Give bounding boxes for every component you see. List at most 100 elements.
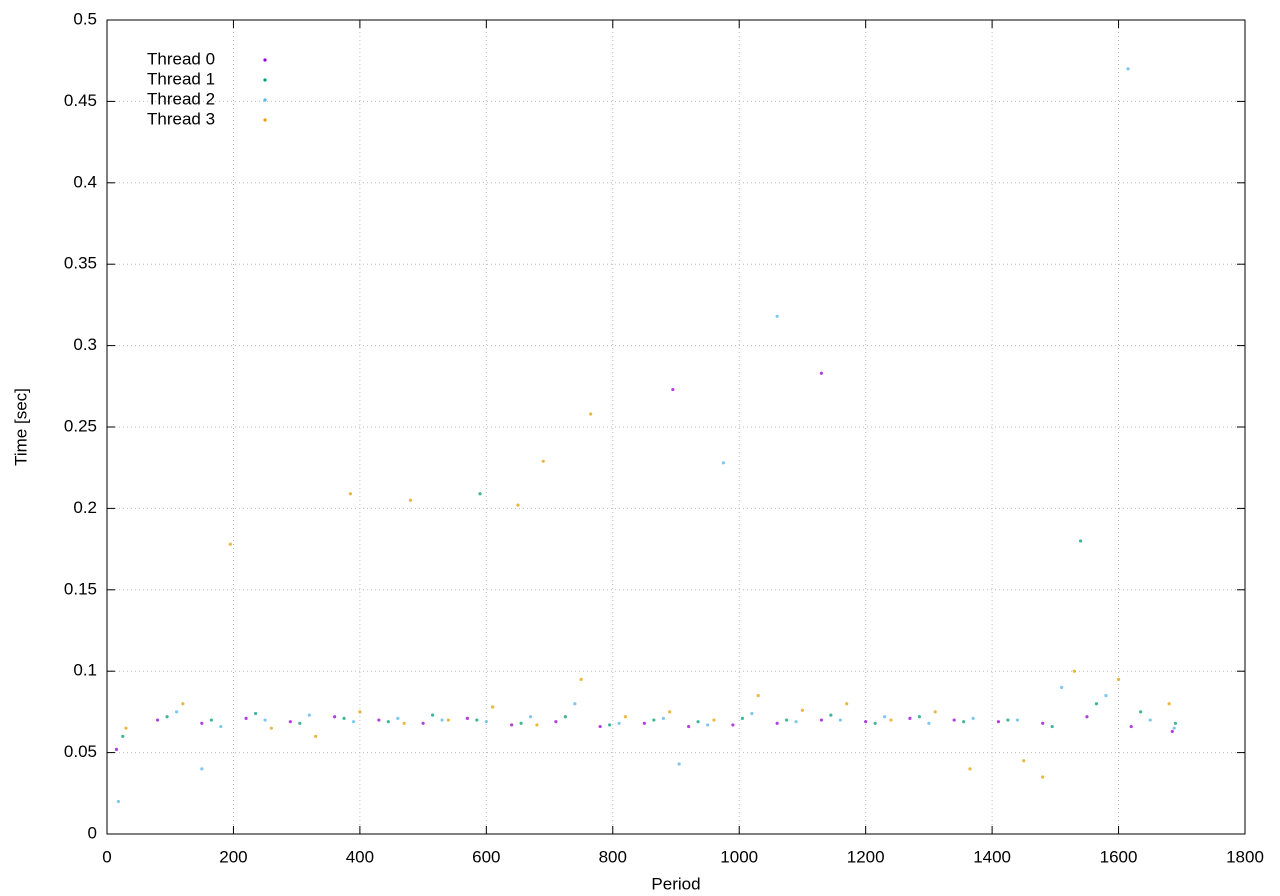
y-tick-label: 0.5: [73, 9, 97, 28]
point: [1172, 726, 1176, 730]
point: [1006, 718, 1010, 722]
point: [219, 724, 223, 729]
point: [775, 721, 779, 725]
x-tick-label: 1400: [973, 847, 1011, 866]
x-tick-label: 200: [219, 847, 247, 866]
point: [298, 721, 302, 725]
point: [307, 713, 311, 717]
point: [253, 711, 258, 716]
point: [589, 412, 593, 416]
point: [1041, 775, 1045, 779]
x-tick-label: 1000: [720, 847, 758, 866]
point: [927, 721, 931, 725]
point: [174, 710, 179, 714]
point: [661, 716, 665, 721]
legend-label: Thread 1: [147, 69, 215, 88]
legend-label: Thread 2: [147, 89, 215, 108]
x-tick-label: 1800: [1226, 847, 1264, 866]
point: [510, 723, 514, 727]
point: [617, 721, 621, 725]
x-tick-label: 400: [346, 847, 374, 866]
point: [516, 503, 520, 507]
point: [348, 492, 353, 496]
point: [829, 713, 833, 717]
point: [933, 710, 937, 714]
point: [358, 710, 362, 714]
point: [671, 387, 675, 392]
point: [1050, 724, 1054, 729]
point: [740, 716, 744, 721]
point: [1060, 685, 1064, 690]
point: [598, 724, 602, 729]
point: [244, 716, 248, 721]
point: [116, 799, 120, 804]
legend-marker: [263, 58, 267, 62]
point: [314, 734, 318, 738]
point: [430, 713, 435, 717]
point: [396, 716, 400, 721]
point: [968, 767, 972, 771]
point: [114, 747, 119, 751]
point: [491, 705, 495, 709]
point: [838, 718, 842, 722]
point: [845, 702, 849, 706]
point: [883, 715, 887, 719]
y-tick-label: 0.15: [64, 579, 97, 598]
point: [288, 720, 292, 724]
point: [124, 726, 128, 730]
point: [554, 720, 558, 724]
legend-label: Thread 3: [147, 109, 215, 128]
point: [712, 718, 716, 722]
point: [873, 721, 877, 725]
point: [478, 492, 482, 496]
point: [889, 718, 893, 722]
point: [386, 720, 390, 724]
legend-marker: [263, 118, 267, 122]
point: [402, 721, 406, 725]
point: [1173, 721, 1178, 725]
point: [269, 726, 273, 730]
point: [200, 767, 204, 771]
x-tick-label: 600: [472, 847, 500, 866]
point: [668, 710, 672, 714]
y-tick-label: 0.05: [64, 742, 97, 761]
point: [377, 718, 381, 722]
point: [408, 498, 413, 502]
y-tick-label: 0.35: [64, 254, 97, 273]
point: [1015, 718, 1020, 722]
point: [579, 677, 583, 681]
point: [165, 715, 169, 719]
point: [563, 715, 567, 719]
point: [1072, 669, 1076, 673]
x-tick-label: 1600: [1100, 847, 1138, 866]
point: [642, 721, 646, 725]
point: [917, 715, 922, 719]
point: [1116, 677, 1121, 681]
point: [1094, 702, 1099, 706]
point: [794, 720, 798, 724]
point: [706, 723, 710, 727]
point: [573, 702, 577, 706]
legend-marker: [263, 98, 267, 102]
point: [1085, 715, 1089, 719]
y-tick-label: 0.3: [73, 335, 97, 354]
point: [465, 716, 469, 721]
point: [421, 721, 425, 725]
point: [440, 718, 444, 722]
point: [351, 720, 356, 724]
point: [155, 718, 160, 722]
x-tick-label: 1200: [847, 847, 885, 866]
point: [623, 715, 628, 719]
point: [1079, 539, 1083, 543]
point: [535, 723, 539, 727]
point: [200, 721, 204, 725]
point: [519, 721, 523, 725]
point: [687, 724, 691, 729]
x-tick-label: 0: [102, 847, 111, 866]
point: [342, 716, 346, 721]
y-tick-label: 0.25: [64, 416, 97, 435]
point: [962, 720, 966, 724]
point: [1148, 718, 1152, 722]
